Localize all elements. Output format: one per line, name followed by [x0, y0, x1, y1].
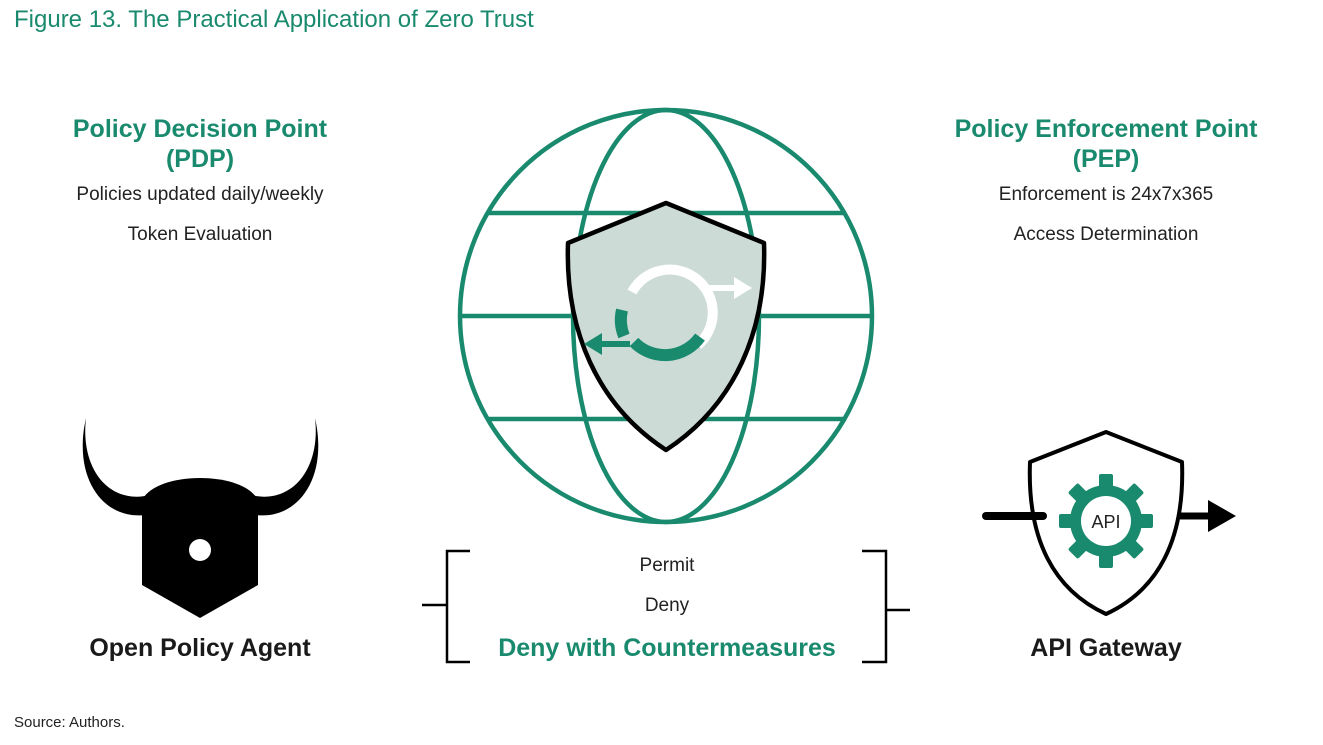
pdp-detail-1: Policies updated daily/weekly	[76, 184, 324, 205]
pdp-detail-2: Token Evaluation	[127, 224, 273, 245]
pep-detail-1: Enforcement is 24x7x365	[998, 184, 1214, 205]
pdp-heading-line2: (PDP)	[165, 145, 235, 173]
pep-section: Policy Enforcement Point (PEP)	[926, 114, 1286, 174]
gear-icon: API	[1059, 474, 1153, 568]
api-gateway-label: API Gateway	[1030, 634, 1182, 662]
pdp-heading-line1: Policy Decision Point	[72, 115, 328, 143]
pep-heading-line2: (PEP)	[1072, 145, 1140, 173]
outcome-brackets	[422, 549, 910, 664]
pdp-section: Policy Decision Point (PDP)	[20, 114, 380, 174]
bull-horns-icon	[82, 418, 319, 618]
pep-heading: Policy Enforcement Point (PEP)	[926, 114, 1286, 174]
figure-title: Figure 13. The Practical Application of …	[14, 6, 534, 33]
outcome-permit: Permit	[639, 555, 695, 576]
outcome-deny: Deny	[644, 595, 690, 616]
pep-heading-line1: Policy Enforcement Point	[954, 115, 1258, 143]
pep-detail-2: Access Determination	[1013, 224, 1199, 245]
shield-gear-icon: API	[982, 430, 1236, 616]
pdp-heading: Policy Decision Point (PDP)	[20, 114, 380, 174]
source-note: Source: Authors.	[14, 714, 125, 731]
globe-shield-icon	[457, 107, 875, 525]
open-policy-agent-label: Open Policy Agent	[89, 634, 311, 662]
gear-api-text: API	[1091, 512, 1120, 532]
outcome-deny-with-countermeasures: Deny with Countermeasures	[498, 634, 836, 662]
